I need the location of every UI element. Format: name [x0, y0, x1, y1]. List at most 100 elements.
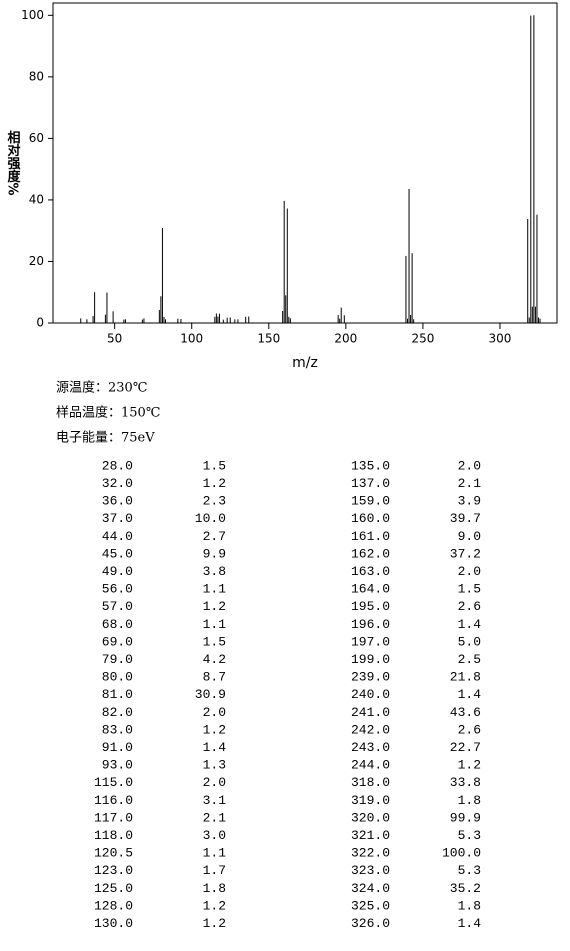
table-intensity: 2.0: [203, 705, 226, 720]
table-intensity: 1.2: [458, 758, 481, 773]
x-axis-label: m/z: [292, 355, 318, 371]
table-intensity: 1.7: [203, 863, 226, 878]
table-intensity: 2.6: [458, 599, 481, 614]
table-intensity: 1.4: [458, 687, 482, 702]
table-intensity: 1.4: [458, 916, 482, 931]
table-mz: 57.0: [102, 599, 133, 614]
table-intensity: 2.0: [458, 564, 481, 579]
table-mz: 32.0: [102, 476, 133, 491]
table-intensity: 1.5: [458, 582, 481, 597]
table-mz: 80.0: [102, 670, 133, 685]
y-tick-label: 100: [21, 8, 44, 22]
table-intensity: 1.1: [203, 617, 227, 632]
table-mz: 197.0: [351, 634, 390, 649]
table-mz: 325.0: [351, 898, 390, 913]
table-intensity: 43.6: [450, 705, 481, 720]
condition: 样品温度：150℃: [56, 405, 160, 421]
table-mz: 244.0: [351, 758, 390, 773]
table-intensity: 2.6: [458, 722, 481, 737]
table-mz: 241.0: [351, 705, 390, 720]
table-mz: 79.0: [102, 652, 133, 667]
table-mz: 195.0: [351, 599, 390, 614]
table-mz: 196.0: [351, 617, 390, 632]
table-intensity: 22.7: [450, 740, 481, 755]
table-mz: 117.0: [94, 810, 133, 825]
x-tick-label: 300: [489, 332, 512, 346]
table-mz: 91.0: [102, 740, 133, 755]
table-mz: 68.0: [102, 617, 133, 632]
table-mz: 125.0: [94, 881, 133, 896]
x-tick-label: 150: [257, 332, 280, 346]
table-mz: 137.0: [351, 476, 390, 491]
table-intensity: 9.9: [203, 546, 226, 561]
table-mz: 242.0: [351, 722, 390, 737]
table-intensity: 1.8: [458, 793, 481, 808]
table-mz: 162.0: [351, 546, 390, 561]
x-tick-label: 200: [334, 332, 357, 346]
table-mz: 49.0: [102, 564, 133, 579]
table-intensity: 2.3: [203, 494, 226, 509]
table-mz: 28.0: [102, 458, 133, 473]
table-intensity: 30.9: [195, 687, 226, 702]
table-intensity: 1.1: [203, 846, 227, 861]
table-intensity: 1.2: [203, 599, 226, 614]
table-intensity: 2.5: [458, 652, 481, 667]
table-intensity: 1.2: [203, 722, 226, 737]
table-intensity: 1.2: [203, 476, 226, 491]
table-intensity: 3.1: [203, 793, 227, 808]
table-mz: 81.0: [102, 687, 133, 702]
table-mz: 135.0: [351, 458, 390, 473]
table-intensity: 33.8: [450, 775, 481, 790]
table-mz: 45.0: [102, 546, 133, 561]
table-intensity: 10.0: [195, 511, 226, 526]
table-intensity: 1.4: [203, 740, 227, 755]
condition: 电子能量：75eV: [56, 431, 155, 446]
table-mz: 93.0: [102, 758, 133, 773]
condition: 源温度：230℃: [56, 380, 147, 396]
table-mz: 37.0: [102, 511, 133, 526]
x-tick-label: 100: [180, 332, 203, 346]
table-intensity: 5.3: [458, 828, 481, 843]
plot-frame: [52, 2, 558, 324]
table-intensity: 3.0: [203, 828, 226, 843]
table-intensity: 35.2: [450, 881, 481, 896]
table-mz: 83.0: [102, 722, 133, 737]
table-mz: 164.0: [351, 582, 390, 597]
table-intensity: 4.2: [203, 652, 226, 667]
table-intensity: 1.3: [203, 758, 226, 773]
table-intensity: 5.0: [458, 634, 481, 649]
table-intensity: 1.4: [458, 617, 482, 632]
table-intensity: 3.8: [203, 564, 226, 579]
table-intensity: 1.1: [203, 582, 227, 597]
table-mz: 243.0: [351, 740, 390, 755]
table-mz: 123.0: [94, 863, 133, 878]
table-intensity: 2.7: [203, 529, 226, 544]
table-intensity: 37.2: [450, 546, 481, 561]
table-mz: 159.0: [351, 494, 390, 509]
y-axis-label: 相对强度%: [5, 130, 21, 196]
table-mz: 163.0: [351, 564, 390, 579]
table-mz: 36.0: [102, 494, 133, 509]
table-intensity: 8.7: [203, 670, 226, 685]
table-mz: 321.0: [351, 828, 390, 843]
table-intensity: 1.2: [203, 916, 226, 931]
table-mz: 115.0: [94, 775, 133, 790]
table-mz: 322.0: [351, 846, 390, 861]
table-mz: 320.0: [351, 810, 390, 825]
table-intensity: 2.1: [203, 810, 227, 825]
table-mz: 69.0: [102, 634, 133, 649]
table-mz: 161.0: [351, 529, 390, 544]
table-intensity: 1.8: [458, 898, 481, 913]
table-mz: 56.0: [102, 582, 133, 597]
table-mz: 116.0: [94, 793, 133, 808]
table-mz: 239.0: [351, 670, 390, 685]
table-mz: 319.0: [351, 793, 390, 808]
table-mz: 120.5: [94, 846, 133, 861]
table-intensity: 2.0: [458, 458, 481, 473]
table-mz: 199.0: [351, 652, 390, 667]
table-mz: 240.0: [351, 687, 390, 702]
table-intensity: 1.8: [203, 881, 226, 896]
table-intensity: 9.0: [458, 529, 481, 544]
